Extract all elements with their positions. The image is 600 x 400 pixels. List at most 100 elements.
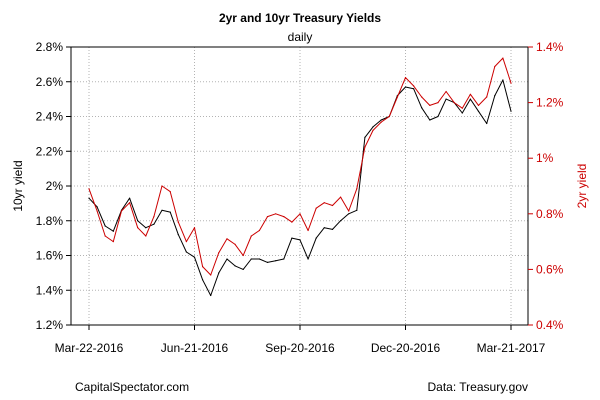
x-tick-label: Dec-20-2016 xyxy=(371,341,441,355)
data-point-10yr xyxy=(437,115,439,118)
data-point-2yr xyxy=(120,210,123,212)
data-point-2yr xyxy=(177,221,179,223)
x-tick-label: Mar-21-2017 xyxy=(477,341,546,355)
y-left-tick-label: 2.2% xyxy=(36,144,64,158)
data-point-10yr xyxy=(193,256,196,258)
gridlines xyxy=(71,46,528,326)
y-right-tick-label: 0.6% xyxy=(536,262,564,276)
data-point-10yr xyxy=(477,110,480,112)
data-point-2yr xyxy=(421,96,423,98)
data-point-10yr xyxy=(413,88,415,90)
data-point-10yr xyxy=(291,237,293,239)
data-point-10yr xyxy=(129,197,131,199)
data-point-2yr xyxy=(226,238,228,240)
data-point-10yr xyxy=(372,126,374,128)
data-point-2yr xyxy=(396,96,398,98)
y-left-tick-label: 1.4% xyxy=(36,283,64,297)
data-point-10yr xyxy=(315,237,317,239)
data-point-2yr xyxy=(356,188,358,190)
data-point-2yr xyxy=(88,188,90,190)
data-point-2yr xyxy=(218,252,220,254)
data-point-2yr xyxy=(486,96,488,98)
data-point-2yr xyxy=(266,216,269,218)
data-point-10yr xyxy=(502,79,504,81)
data-point-10yr xyxy=(323,227,325,229)
data-point-2yr xyxy=(429,104,431,106)
data-point-2yr xyxy=(502,57,504,59)
data-point-10yr xyxy=(161,209,163,211)
data-point-2yr xyxy=(210,274,212,276)
x-tick-label: Sep-20-2016 xyxy=(265,341,335,355)
chart-title: 2yr and 10yr Treasury Yields xyxy=(219,11,381,25)
data-point-10yr xyxy=(242,268,244,270)
data-point-2yr xyxy=(413,85,415,87)
y-right-tick-label: 0.4% xyxy=(536,318,564,332)
data-point-10yr xyxy=(283,258,285,260)
data-point-2yr xyxy=(161,185,163,187)
data-point-2yr xyxy=(258,229,260,232)
data-point-2yr xyxy=(129,202,131,204)
y-right-tick-label: 0.8% xyxy=(536,207,564,221)
data-point-10yr xyxy=(202,279,204,281)
data-point-10yr xyxy=(88,197,90,199)
data-point-2yr xyxy=(404,77,407,79)
data-point-10yr xyxy=(185,251,187,253)
data-point-10yr xyxy=(404,86,407,88)
data-point-2yr xyxy=(494,65,496,68)
data-point-10yr xyxy=(153,223,155,225)
y-left-tick-label: 2.6% xyxy=(36,75,64,89)
data-point-2yr xyxy=(137,227,139,229)
y-right-tick-label: 1.2% xyxy=(536,96,564,110)
data-point-10yr xyxy=(226,258,228,260)
data-point-2yr xyxy=(299,213,301,215)
data-point-2yr xyxy=(469,93,471,95)
data-point-2yr xyxy=(153,216,155,218)
y-left-tick-label: 2.8% xyxy=(36,40,64,54)
data-point-10yr xyxy=(137,220,139,222)
data-point-10yr xyxy=(510,110,512,112)
data-point-10yr xyxy=(331,228,334,230)
footer-source-right: Data: Treasury.gov xyxy=(428,380,529,394)
data-point-2yr xyxy=(388,115,390,118)
data-point-10yr xyxy=(445,98,447,100)
data-point-2yr xyxy=(112,241,114,243)
data-point-2yr xyxy=(445,90,447,93)
data-point-2yr xyxy=(453,102,455,104)
data-point-10yr xyxy=(461,112,463,114)
data-point-2yr xyxy=(275,213,277,215)
data-point-2yr xyxy=(202,266,204,268)
data-point-2yr xyxy=(372,129,374,131)
data-point-10yr xyxy=(112,230,114,232)
data-point-2yr xyxy=(461,107,463,109)
data-point-2yr xyxy=(104,235,106,237)
data-point-10yr xyxy=(348,213,350,215)
data-point-10yr xyxy=(104,225,106,227)
data-point-2yr xyxy=(477,104,480,106)
y-axis-left: 1.2% 1.4% 1.6% 1.8% 2% 2.2% 2.4% 2.6% 2.8% xyxy=(36,40,71,332)
data-point-10yr xyxy=(275,260,277,262)
data-point-10yr xyxy=(169,211,171,213)
y-left-tick-label: 2% xyxy=(46,179,64,193)
data-point-2yr xyxy=(96,210,98,212)
data-point-2yr xyxy=(437,102,439,104)
data-point-2yr xyxy=(315,207,317,209)
data-point-2yr xyxy=(242,254,244,257)
data-point-10yr xyxy=(96,206,98,208)
data-point-2yr xyxy=(234,243,236,245)
data-point-10yr xyxy=(258,258,260,260)
y-right-tick-label: 1% xyxy=(536,151,554,165)
data-point-10yr xyxy=(494,95,496,97)
x-axis: Mar-22-2016 Jun-21-2016 Sep-20-2016 Dec-20-… xyxy=(55,325,546,355)
data-point-10yr xyxy=(307,258,309,260)
series-lines xyxy=(88,57,512,297)
data-point-10yr xyxy=(421,107,423,109)
data-point-10yr xyxy=(218,272,220,274)
data-point-10yr xyxy=(429,119,431,121)
data-point-2yr xyxy=(340,196,342,198)
y-left-tick-label: 1.2% xyxy=(36,318,64,332)
data-point-10yr xyxy=(469,98,471,100)
data-point-2yr xyxy=(331,204,334,207)
data-point-2yr xyxy=(307,229,309,232)
y-right-tick-label: 1.4% xyxy=(536,40,564,54)
